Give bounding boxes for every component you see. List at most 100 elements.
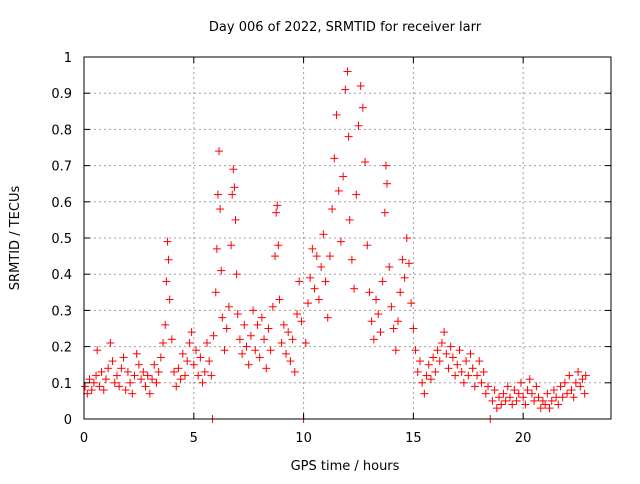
data-point [488,396,497,405]
data-point [444,364,453,373]
data-point [385,262,394,271]
data-point [567,386,576,395]
y-tick-label: 0.1 [51,377,72,392]
data-point [297,317,306,326]
data-point [402,234,411,242]
data-point [191,346,200,355]
data-point [464,371,473,380]
data-point [145,389,154,398]
data-point [394,317,403,326]
data-point [181,371,190,380]
data-point [446,342,455,351]
data-point [323,313,332,322]
data-point [389,324,398,333]
data-point [240,320,249,329]
x-tick-label: 5 [190,431,198,446]
data-point [288,335,297,344]
data-point [112,371,121,380]
data-point [422,371,431,380]
data-point [350,284,359,293]
data-point [514,389,523,398]
chart-title: Day 006 of 2022, SRMTID for receiver lar… [209,20,482,35]
data-point [205,357,214,366]
plot-frame [83,56,612,420]
data-point [347,255,356,264]
data-point [152,378,161,387]
data-point [549,386,558,395]
data-point [121,386,130,395]
data-point [89,378,98,387]
data-point [387,302,396,311]
data-point [510,386,519,395]
data-point [404,259,413,268]
y-tick-label: 1 [64,51,72,66]
data-point [563,389,572,398]
data-point [503,382,512,391]
data-point [139,367,148,376]
x-tick-label: 15 [405,431,422,446]
data-point [580,389,589,398]
data-point [468,364,477,373]
data-point [547,396,556,405]
data-point [523,386,532,395]
data-point [187,328,196,337]
data-point [479,367,488,376]
data-point [257,313,266,322]
data-point [361,157,370,166]
data-point [117,364,126,373]
data-point [119,353,128,362]
data-point [216,205,225,214]
data-point [453,360,462,369]
data-point [473,371,482,380]
data-point [499,389,508,398]
data-point [455,346,464,355]
y-axis-label: SRMTID / TECUs [8,186,23,291]
data-point [558,393,567,402]
data-point [232,270,241,279]
x-axis-label: GPS time / hours [291,459,400,474]
data-point [415,357,424,366]
data-point [429,353,438,362]
y-tick-label: 0.2 [51,341,72,356]
data-point [508,400,517,409]
data-point [556,382,565,391]
data-point [543,389,552,398]
data-point [400,273,409,282]
data-point [167,335,176,344]
data-point [306,273,315,282]
data-point [341,85,350,94]
data-point [272,208,281,217]
data-point [162,277,171,286]
data-point [345,215,354,224]
data-point [301,338,310,347]
data-point [246,331,255,340]
data-point [574,367,583,376]
data-point [235,335,244,344]
data-point [213,190,222,199]
data-point [224,302,233,311]
data-point [332,110,341,119]
data-point [380,208,389,217]
data-point [334,186,343,195]
data-point [527,389,536,398]
data-point [128,389,137,398]
data-point [565,371,574,380]
data-point [194,371,203,380]
data-point [170,367,179,376]
data-point [343,67,352,76]
data-point [275,295,284,304]
data-point [497,400,506,409]
data-point [228,190,237,199]
data-point [198,378,207,387]
y-tick-label: 0.7 [51,160,72,175]
data-point [156,353,165,362]
data-point [81,382,90,391]
data-point [435,357,444,366]
data-point [183,357,192,366]
data-point [218,313,227,322]
data-point [220,346,229,355]
data-point [314,295,323,304]
data-point [233,310,242,319]
data-point [196,353,205,362]
